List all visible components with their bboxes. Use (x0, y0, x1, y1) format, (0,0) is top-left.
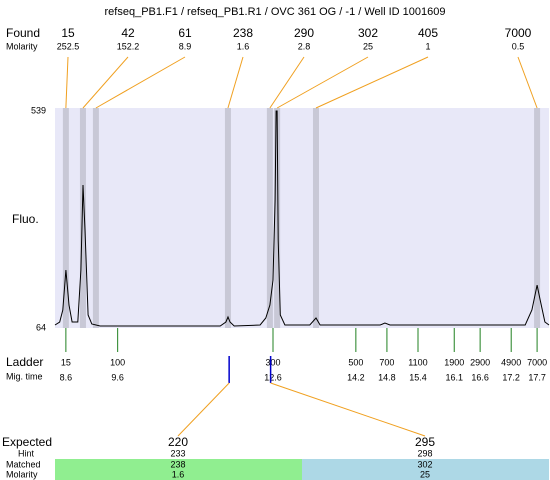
peak-connector (227, 56, 244, 109)
peak-connector (95, 56, 186, 109)
found-size: 42 (121, 26, 135, 40)
ladder-time: 9.6 (111, 372, 124, 382)
found-size: 290 (294, 26, 314, 40)
y-axis-label: Fluo. (12, 212, 39, 226)
peak-connector (276, 56, 369, 109)
matched-size: 238 (170, 459, 185, 469)
peak-band (274, 108, 281, 328)
ladder-size: 100 (110, 357, 125, 367)
hint-size: 298 (417, 448, 432, 458)
ladder-size: 2900 (470, 357, 490, 367)
ladder-time: 17.2 (502, 372, 520, 382)
ladder-size: 1900 (444, 357, 464, 367)
found-size: 302 (358, 26, 378, 40)
ladder-size: 500 (348, 357, 363, 367)
peak-band (266, 108, 273, 328)
ladder-time: 16.6 (471, 372, 489, 382)
found-size: 238 (233, 26, 253, 40)
ladder-label: Ladder (6, 355, 43, 369)
expected-label: Expected (2, 435, 52, 449)
found-label: Found (6, 26, 40, 40)
peak-connector (269, 56, 305, 109)
ladder-size: 700 (379, 357, 394, 367)
found-molarity: 2.8 (298, 41, 311, 51)
peak-band (224, 108, 231, 328)
molarity-label: Molarity (6, 469, 38, 479)
found-molarity: 8.9 (179, 41, 192, 51)
y-tick-label: 64 (36, 322, 46, 332)
ladder-time: 8.6 (60, 372, 73, 382)
ladder-size: 4900 (501, 357, 521, 367)
matched-molarity: 1.6 (172, 469, 185, 479)
peak-band (62, 108, 69, 328)
found-size: 61 (178, 26, 192, 40)
expected-connector (270, 382, 426, 437)
matched-band (55, 459, 302, 480)
ladder-size: 7000 (527, 357, 547, 367)
plot-area (55, 108, 549, 328)
found-molarity: 1.6 (237, 41, 250, 51)
ladder-size: 300 (265, 357, 280, 367)
ladder-time: 15.4 (409, 372, 427, 382)
matched-band (302, 459, 549, 480)
title: refseq_PB1.F1 / refseq_PB1.R1 / OVC 361 … (105, 6, 446, 18)
found-size: 7000 (505, 26, 532, 40)
trace (54, 110, 550, 327)
peak-band (312, 108, 319, 328)
hint-size: 233 (170, 448, 185, 458)
found-molarity: 25 (363, 41, 373, 51)
mig-time-label: Mig. time (6, 371, 43, 381)
expected-connector (177, 382, 230, 437)
ladder-size: 1100 (408, 357, 427, 367)
matched-size: 302 (417, 459, 432, 469)
ladder-time: 14.8 (378, 372, 396, 382)
matched-label: Matched (6, 459, 41, 469)
peak-connector (517, 56, 538, 109)
peak-band (534, 108, 541, 328)
peak-band (92, 108, 99, 328)
found-molarity: 1 (425, 41, 430, 51)
found-molarity: 252.5 (57, 41, 80, 51)
hint-label: Hint (18, 448, 35, 458)
y-tick-label: 539 (31, 105, 46, 115)
found-molarity: 0.5 (512, 41, 525, 51)
matched-molarity: 25 (420, 469, 430, 479)
peak-band (79, 108, 86, 328)
found-size: 405 (418, 26, 438, 40)
peak-connector (65, 56, 69, 109)
ladder-size: 15 (61, 357, 71, 367)
peak-connector (315, 56, 429, 109)
expected-size: 220 (168, 435, 188, 449)
found-size: 15 (61, 26, 75, 40)
ladder-time: 14.2 (347, 372, 365, 382)
found-molarity: 152.2 (117, 41, 140, 51)
ladder-time: 17.7 (528, 372, 546, 382)
ladder-time: 16.1 (445, 372, 463, 382)
ladder-time: 12.6 (264, 372, 282, 382)
peak-connector (82, 56, 129, 109)
expected-size: 295 (415, 435, 435, 449)
molarity-label: Molarity (6, 41, 38, 51)
